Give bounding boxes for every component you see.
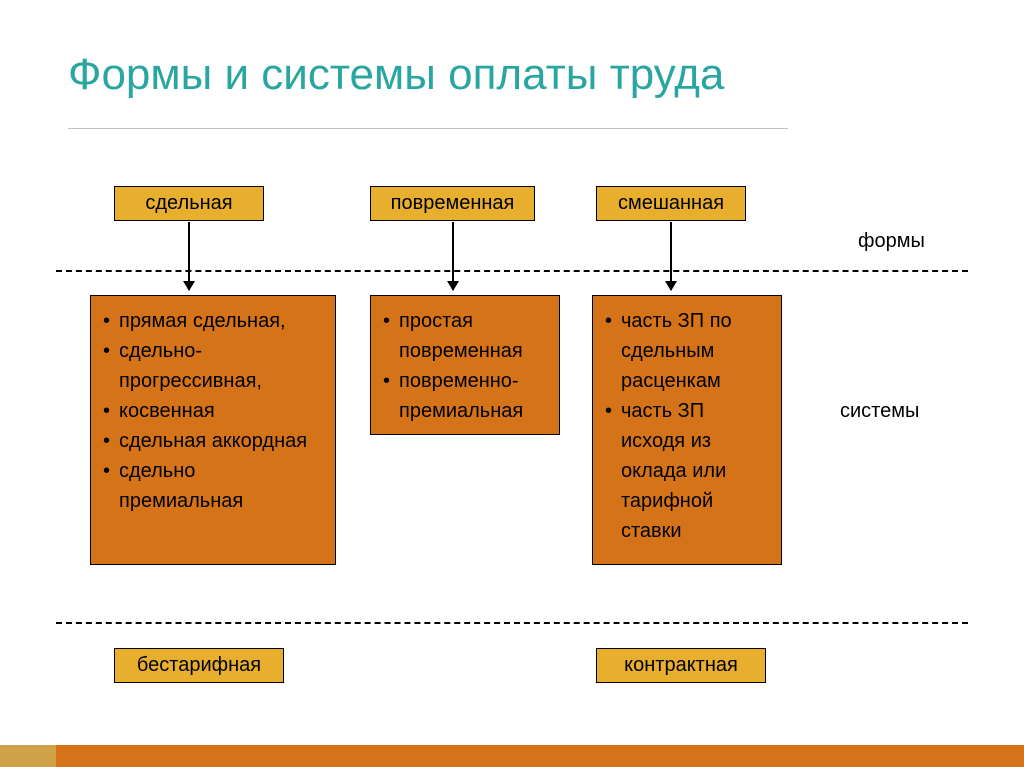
footer-bar [0,745,1024,767]
bottom-box: бестарифная [114,648,284,683]
arrow-down-icon [188,222,190,290]
system-box: прямая сдельная,сдельно-прогрессивная,ко… [90,295,336,565]
dashed-separator [56,622,968,624]
system-box: часть ЗП по сдельным расценкамчасть ЗП и… [592,295,782,565]
arrow-down-icon [452,222,454,290]
list-item: прямая сдельная, [103,306,323,336]
form-box: сдельная [114,186,264,221]
list-item: простая повременная [383,306,547,366]
list-item: часть ЗП исходя из оклада или тарифной с… [605,396,769,546]
form-box: смешанная [596,186,746,221]
list-item: сдельно премиальная [103,456,323,516]
footer-seg2 [56,745,1024,767]
system-box: простая повременнаяповременно-премиальна… [370,295,560,435]
systems-label: системы [840,400,919,423]
footer-seg1 [0,745,56,767]
list-item: косвенная [103,396,323,426]
list-item: сдельная аккордная [103,426,323,456]
list-item: повременно-премиальная [383,366,547,426]
arrow-down-icon [670,222,672,290]
dashed-separator [56,270,968,272]
form-box: повременная [370,186,535,221]
title-underline [68,128,788,129]
list-item: часть ЗП по сдельным расценкам [605,306,769,396]
list-item: сдельно-прогрессивная, [103,336,323,396]
page-title: Формы и системы оплаты труда [68,50,724,100]
bottom-box: контрактная [596,648,766,683]
forms-label: формы [858,230,925,253]
